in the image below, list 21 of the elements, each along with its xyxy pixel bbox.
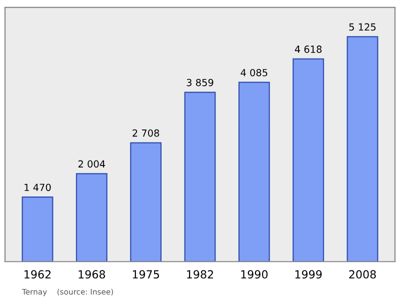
data-label: 4 618: [294, 46, 322, 53]
data-label: 3 859: [186, 78, 214, 86]
x-tick-label: 1990: [241, 270, 268, 279]
data-label: 2 004: [78, 160, 106, 168]
bar: [292, 58, 324, 262]
data-label: 4 085: [240, 68, 268, 76]
x-tick-label: 1962: [24, 270, 51, 279]
bar: [238, 82, 270, 262]
x-tick-label: 1975: [132, 270, 159, 279]
data-label: 5 125: [349, 23, 376, 31]
bar: [130, 142, 162, 262]
data-label: 1 470: [24, 184, 51, 192]
x-tick-label: 2008: [349, 270, 376, 279]
bar: [76, 173, 108, 262]
x-tick-label: 1999: [295, 270, 322, 279]
data-label: 2 708: [132, 129, 160, 137]
x-tick-label: 1982: [187, 270, 214, 279]
bar: [184, 92, 216, 262]
x-tick-label: 1968: [78, 270, 106, 279]
bar: [22, 196, 54, 262]
bar: [346, 36, 378, 262]
